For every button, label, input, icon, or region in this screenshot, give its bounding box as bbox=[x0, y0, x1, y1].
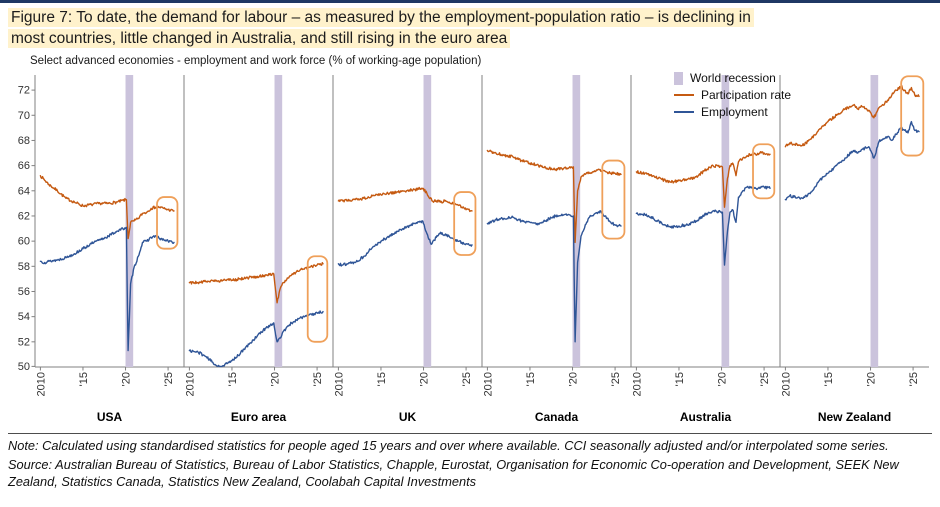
panel-canada: 2010 '15 '20 '25 Canada bbox=[481, 74, 626, 424]
svg-text:'25: '25 bbox=[461, 372, 473, 386]
legend-label-participation-rate: Participation rate bbox=[701, 88, 792, 103]
recent-period-highlight bbox=[453, 190, 477, 256]
svg-text:70: 70 bbox=[18, 110, 30, 122]
svg-text:2010: 2010 bbox=[184, 372, 196, 396]
employment-line bbox=[784, 120, 920, 201]
recent-period-highlight bbox=[601, 159, 626, 240]
svg-text:56: 56 bbox=[18, 286, 30, 298]
recent-period-highlight bbox=[752, 143, 776, 200]
legend-item-world-recession: World recession bbox=[674, 70, 791, 87]
note-text: Note: Calculated using standardised stat… bbox=[8, 437, 889, 453]
figure-title-line2: most countries, little changed in Austra… bbox=[8, 28, 511, 48]
figure-title: Figure 7: To date, the demand for labour… bbox=[8, 8, 932, 50]
employment-line bbox=[39, 226, 175, 352]
panel-uk: 2010 '15 '20 '25 UK bbox=[332, 74, 477, 424]
svg-text:'15: '15 bbox=[525, 372, 537, 386]
svg-text:58: 58 bbox=[18, 261, 30, 273]
panel-australia: 2010 '15 '20 '25 Australia bbox=[630, 74, 776, 424]
svg-text:52: 52 bbox=[18, 336, 30, 348]
svg-text:2010: 2010 bbox=[631, 372, 643, 396]
svg-text:'20: '20 bbox=[717, 372, 729, 386]
svg-text:64: 64 bbox=[18, 185, 30, 197]
svg-text:50: 50 bbox=[18, 361, 30, 373]
panel-euro-area: 2010 '15 '20 '25 Euro area bbox=[183, 74, 329, 424]
svg-text:2010: 2010 bbox=[333, 372, 345, 396]
chart-area: 50 52 54 56 58 60 62 64 66 68 70 72 2010 '15 '20 '25 USA… bbox=[8, 69, 932, 431]
participation-line bbox=[784, 84, 920, 148]
svg-text:'25: '25 bbox=[759, 372, 771, 386]
svg-text:'15: '15 bbox=[376, 372, 388, 386]
svg-text:2010: 2010 bbox=[482, 372, 494, 396]
svg-text:62: 62 bbox=[18, 210, 30, 222]
svg-text:'25: '25 bbox=[163, 372, 175, 386]
figure-title-line1: Figure 7: To date, the demand for labour… bbox=[8, 8, 754, 27]
country-label: New Zealand bbox=[818, 410, 891, 424]
legend-item-participation-rate: Participation rate bbox=[674, 87, 791, 104]
svg-text:'20: '20 bbox=[568, 372, 580, 386]
svg-text:'15: '15 bbox=[823, 372, 835, 386]
svg-text:'25: '25 bbox=[610, 372, 622, 386]
country-label: Euro area bbox=[231, 410, 287, 424]
participation-line-swatch bbox=[674, 94, 694, 97]
recession-band bbox=[721, 74, 730, 367]
small-multiples-chart: 50 52 54 56 58 60 62 64 66 68 70 72 2010 '15 '20 '25 USA… bbox=[18, 74, 929, 424]
svg-text:'15: '15 bbox=[227, 372, 239, 386]
svg-text:'20: '20 bbox=[121, 372, 133, 386]
svg-text:'20: '20 bbox=[866, 372, 878, 386]
panel-new-zealand: 2010 '15 '20 '25 New Zealand bbox=[779, 74, 925, 424]
recession-band bbox=[125, 74, 134, 367]
recent-period-highlight bbox=[306, 255, 329, 343]
svg-text:68: 68 bbox=[18, 135, 30, 147]
recession-band bbox=[274, 74, 283, 367]
chart-legend: World recession Participation rate Emplo… bbox=[674, 70, 791, 121]
figure-notes: Note: Calculated using standardised stat… bbox=[8, 432, 932, 490]
employment-line bbox=[337, 219, 473, 267]
svg-text:72: 72 bbox=[18, 84, 30, 96]
participation-line bbox=[39, 174, 175, 240]
recent-period-highlight bbox=[156, 196, 179, 250]
panel-usa: 2010 '15 '20 '25 USA bbox=[34, 74, 179, 424]
participation-line bbox=[337, 186, 473, 212]
source-text: Source: Australian Bureau of Statistics,… bbox=[8, 457, 899, 489]
svg-text:'20: '20 bbox=[419, 372, 431, 386]
svg-text:'25: '25 bbox=[312, 372, 324, 386]
participation-line bbox=[486, 149, 622, 243]
legend-label-world-recession: World recession bbox=[690, 71, 776, 86]
employment-line bbox=[635, 185, 771, 266]
employment-line-swatch bbox=[674, 111, 694, 114]
employment-line bbox=[188, 310, 324, 367]
recession-band bbox=[870, 74, 879, 367]
svg-text:66: 66 bbox=[18, 160, 30, 172]
svg-text:'15: '15 bbox=[78, 372, 90, 386]
country-label: UK bbox=[399, 410, 417, 424]
svg-text:'20: '20 bbox=[270, 372, 282, 386]
recession-band-swatch bbox=[674, 71, 683, 85]
participation-line bbox=[635, 150, 771, 208]
employment-line bbox=[486, 209, 622, 343]
country-label: Australia bbox=[680, 410, 732, 424]
svg-text:54: 54 bbox=[18, 311, 30, 323]
svg-text:'15: '15 bbox=[674, 372, 686, 386]
svg-text:2010: 2010 bbox=[35, 372, 47, 396]
participation-line bbox=[188, 261, 324, 304]
country-label: Canada bbox=[535, 410, 579, 424]
chart-subtitle: Select advanced economies - employment a… bbox=[30, 54, 482, 67]
country-label: USA bbox=[97, 410, 123, 424]
svg-text:2010: 2010 bbox=[780, 372, 792, 396]
svg-text:'25: '25 bbox=[908, 372, 920, 386]
legend-item-employment: Employment bbox=[674, 104, 791, 121]
recent-period-highlight bbox=[900, 75, 925, 157]
recession-band bbox=[423, 74, 432, 367]
legend-label-employment: Employment bbox=[701, 105, 768, 120]
y-axis: 50 52 54 56 58 60 62 64 66 68 70 72 bbox=[18, 84, 35, 373]
svg-text:60: 60 bbox=[18, 235, 30, 247]
